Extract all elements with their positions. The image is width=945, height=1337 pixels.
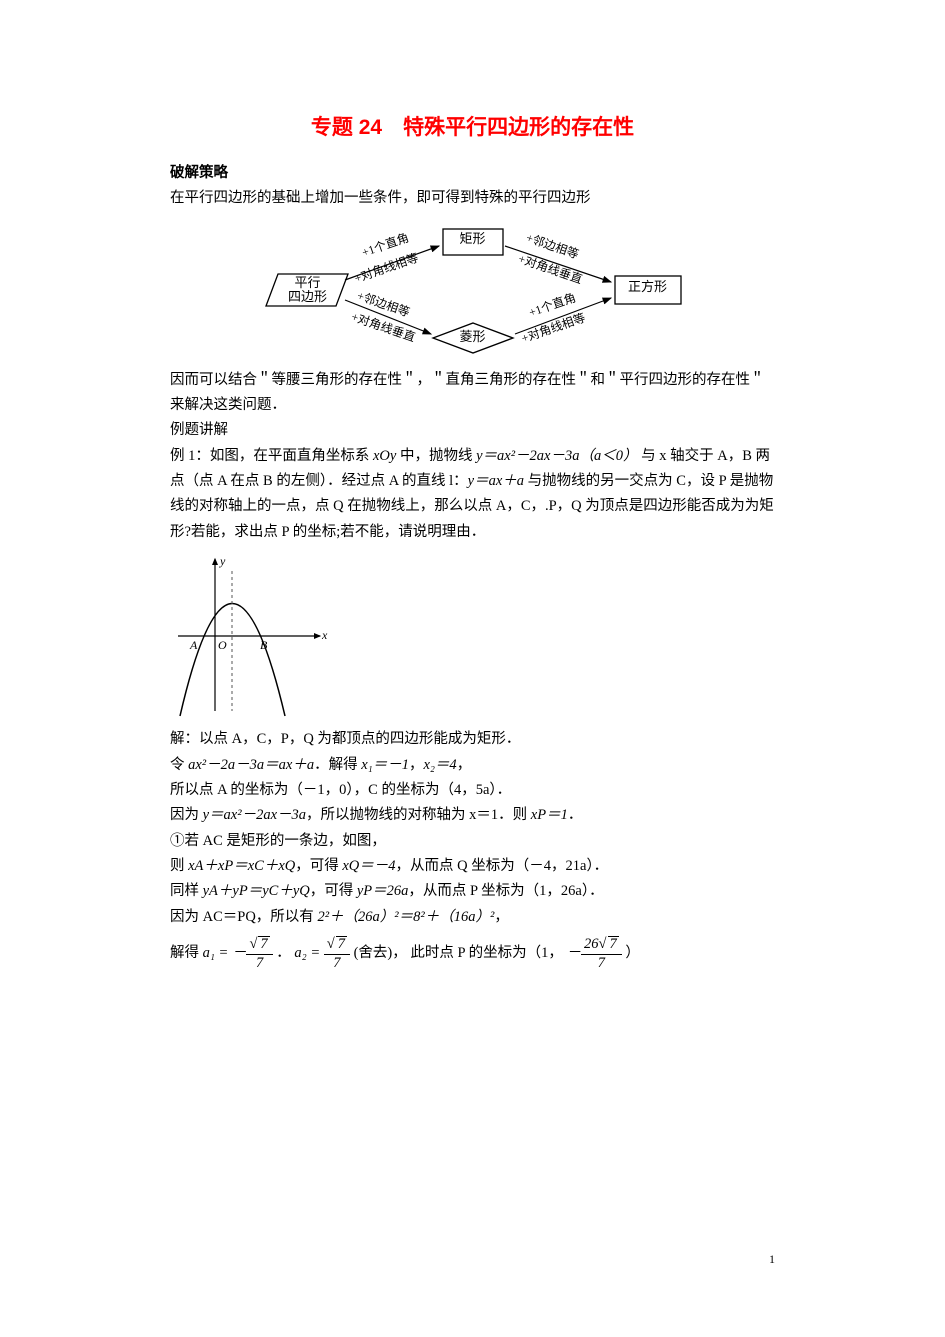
node-rectangle: 矩形 — [443, 232, 503, 246]
solution-line-7: 同样 yA＋yP＝yC＋yQ，可得 yP＝26a，从而点 P 坐标为（1，26a… — [170, 879, 775, 904]
solution-line-9: 解得 a₁ = －77 ． a₂ = 77 (舍去)， 此时点 P 的坐标为（1… — [170, 936, 775, 972]
solution-line-3: 所以点 A 的坐标为（－1，0），C 的坐标为（4，5a）． — [170, 778, 775, 803]
page-title: 专题 24 特殊平行四边形的存在性 — [170, 110, 775, 147]
solution-line-2: 令 ax²－2a－3a＝ax＋a．解得 x₁＝－1，x₂＝4， — [170, 753, 775, 778]
label-x: x — [322, 629, 327, 641]
node-parallelogram: 平行 四边形 — [275, 276, 341, 305]
solution-line-4: 因为 y＝ax²－2ax－3a，所以抛物线的对称轴为 x＝1．则 xP＝1． — [170, 803, 775, 828]
example-label: 例 1： — [170, 448, 210, 464]
intro-text: 在平行四边形的基础上增加一些条件，即可得到特殊的平行四边形 — [170, 186, 775, 211]
node-square: 正方形 — [615, 280, 681, 294]
document-page: 专题 24 特殊平行四边形的存在性 破解策略 在平行四边形的基础上增加一些条件，… — [0, 0, 945, 972]
a2-expr: a₂ = 77 — [294, 945, 353, 961]
label-B: B — [260, 639, 267, 651]
label-A: A — [190, 639, 197, 651]
parabola-figure: y x O A B — [170, 551, 340, 721]
solution-line-1: 解：以点 A，C，P，Q 为都顶点的四边形能成为矩形． — [170, 727, 775, 752]
example-1-text: 例 1：如图，在平面直角坐标系 xOy 中，抛物线 y＝ax²－2ax－3a（a… — [170, 444, 775, 546]
strategy-heading: 破解策略 — [170, 161, 775, 186]
solution-line-8: 因为 AC＝PQ，所以有 2²＋（26a）²＝8²＋（16a）²， — [170, 905, 775, 930]
parabola-svg — [170, 551, 340, 721]
post-diagram-text: 因而可以结合＂等腰三角形的存在性＂，＂直角三角形的存在性＂和＂平行四边形的存在性… — [170, 368, 775, 419]
node-rhombus: 菱形 — [448, 330, 498, 344]
solution-line-6: 则 xA＋xP＝xC＋xQ，可得 xQ＝－4，从而点 Q 坐标为（－4，21a）… — [170, 854, 775, 879]
page-number: 1 — [769, 1252, 775, 1267]
label-O: O — [218, 639, 227, 651]
solution-line-5: ①若 AC 是矩形的一条边，如图， — [170, 829, 775, 854]
label-y: y — [220, 555, 225, 567]
p-coord: －2677 — [567, 945, 626, 961]
quad-flowchart: 平行 四边形 矩形 菱形 正方形 +1个直角 +对角线相等 +邻边相等 +对角线… — [253, 220, 693, 360]
a1-expr: a₁ = －77 — [203, 945, 277, 961]
example-heading: 例题讲解 — [170, 418, 775, 443]
